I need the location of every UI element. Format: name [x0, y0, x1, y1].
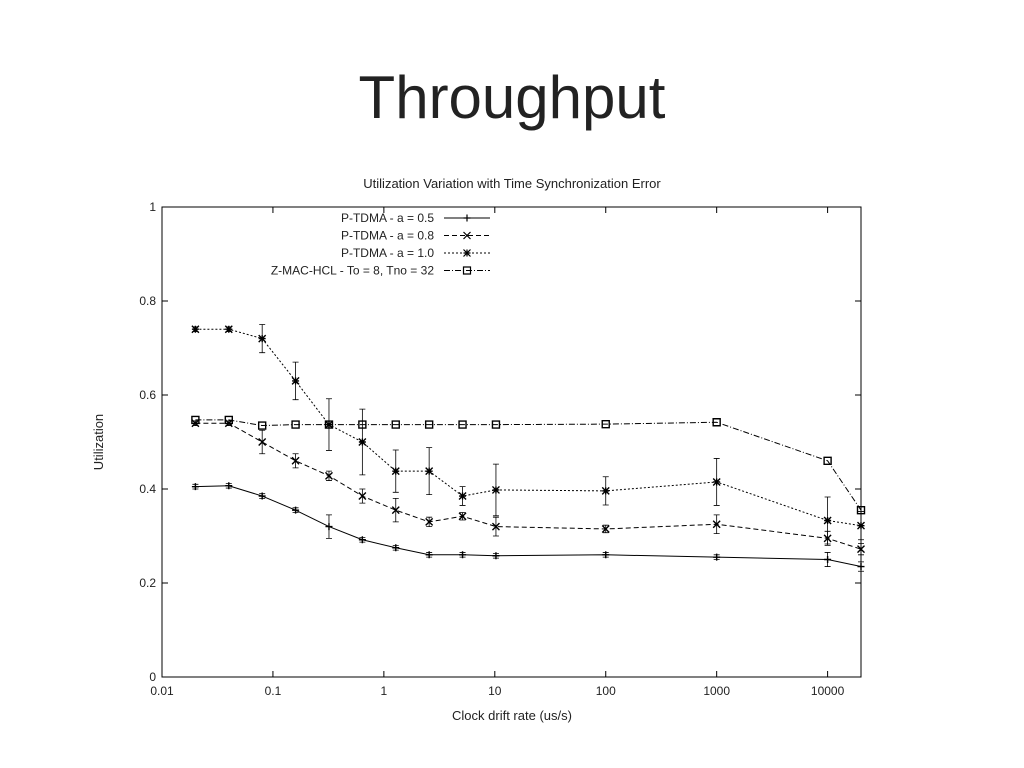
x-tick-label: 0.1	[265, 684, 282, 698]
y-tick-label: 1	[149, 200, 156, 214]
chart-title: Utilization Variation with Time Synchron…	[363, 176, 661, 191]
data-point	[458, 492, 467, 501]
y-tick-label: 0.2	[139, 576, 156, 590]
data-point	[291, 456, 300, 465]
x-tick-label: 1	[381, 684, 388, 698]
legend-label: P-TDMA - a = 0.8	[341, 229, 434, 243]
data-point	[425, 551, 433, 559]
x-tick-label: 0.01	[150, 684, 174, 698]
data-point	[601, 524, 610, 533]
x-tick-label: 1000	[703, 684, 730, 698]
x-tick-label: 10	[488, 684, 502, 698]
data-point	[392, 544, 400, 552]
data-point	[857, 545, 865, 554]
data-point	[358, 536, 366, 544]
data-point	[601, 486, 610, 495]
series-line	[195, 328, 862, 527]
legend-label: P-TDMA - a = 0.5	[341, 211, 434, 225]
data-point	[491, 485, 500, 494]
data-point	[258, 334, 267, 343]
x-tick-label: 100	[596, 684, 616, 698]
legend-label: P-TDMA - a = 1.0	[341, 246, 434, 260]
data-point	[823, 516, 832, 525]
data-point	[391, 420, 400, 429]
data-point	[424, 420, 434, 429]
y-tick-label: 0	[149, 670, 156, 684]
legend-marker	[463, 214, 471, 222]
data-point	[857, 521, 865, 530]
data-point	[391, 506, 400, 515]
legend-marker	[462, 266, 472, 275]
data-point	[324, 471, 333, 480]
data-point	[713, 553, 721, 561]
x-tick-label: 10000	[811, 684, 845, 698]
data-point	[391, 467, 400, 476]
legend-marker	[463, 249, 471, 257]
series-line	[195, 485, 862, 568]
data-point	[824, 556, 832, 563]
y-tick-label: 0.4	[139, 482, 156, 496]
legend-marker	[463, 231, 471, 240]
y-tick-label: 0.8	[139, 294, 156, 308]
data-point	[358, 438, 367, 446]
data-point	[224, 415, 233, 425]
data-point	[258, 438, 267, 446]
data-point	[291, 420, 300, 429]
data-point	[191, 325, 200, 334]
data-point	[257, 421, 267, 430]
data-point	[823, 456, 832, 465]
data-point	[291, 376, 300, 385]
data-point	[492, 552, 500, 560]
data-point	[491, 522, 500, 531]
legend-label: Z-MAC-HCL - To = 8, Tno = 32	[271, 264, 434, 278]
data-point	[856, 505, 866, 515]
data-point	[258, 492, 266, 500]
data-point	[712, 477, 721, 486]
data-point	[425, 517, 434, 526]
data-point	[292, 506, 300, 514]
data-point	[857, 563, 865, 571]
data-point	[324, 420, 334, 429]
data-point	[191, 483, 199, 491]
data-point	[459, 551, 467, 559]
data-point	[712, 520, 721, 529]
data-point	[458, 512, 467, 521]
series-line	[195, 422, 862, 550]
data-point	[191, 415, 200, 425]
y-tick-label: 0.6	[139, 388, 156, 402]
slide-title: Throughput	[359, 64, 666, 131]
chart-frame	[80, 158, 880, 732]
data-point	[601, 419, 610, 429]
data-point	[325, 523, 333, 531]
data-point	[602, 551, 610, 559]
data-point	[491, 420, 501, 429]
data-point	[358, 420, 367, 429]
data-point	[425, 467, 434, 476]
data-point	[225, 482, 233, 490]
x-axis-label: Clock drift rate (us/s)	[452, 708, 572, 723]
plot-area	[161, 206, 862, 678]
series-line	[195, 419, 862, 511]
data-point	[712, 418, 721, 427]
data-point	[224, 325, 233, 334]
y-axis-label: Utilization	[91, 414, 106, 470]
data-point	[458, 420, 467, 429]
data-point	[358, 492, 367, 501]
